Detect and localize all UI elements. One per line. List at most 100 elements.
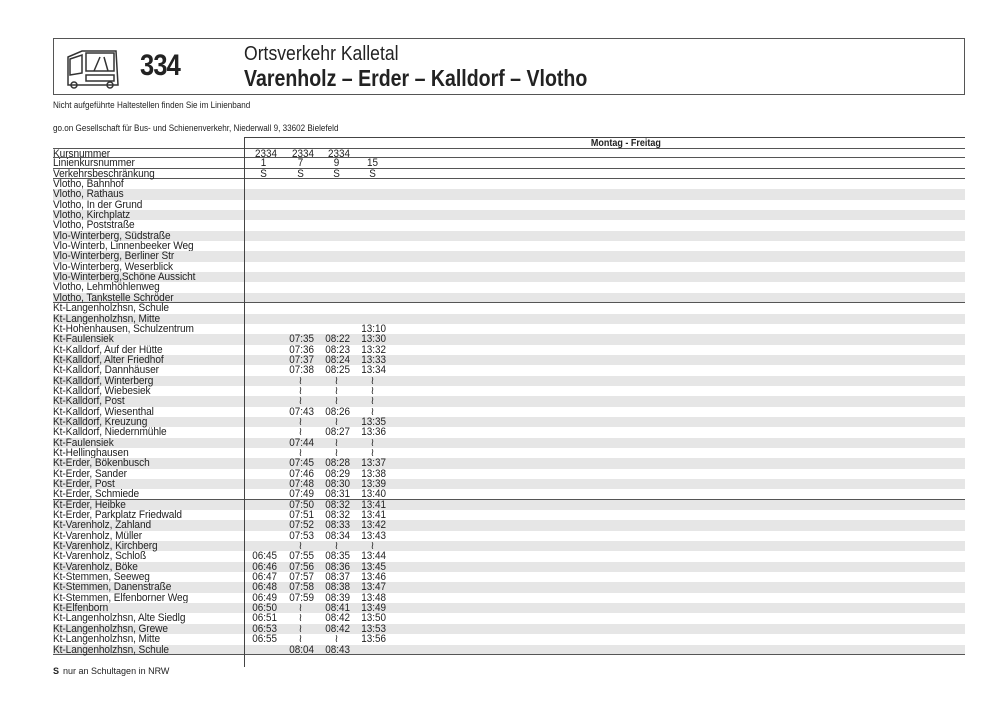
stop-row: Vlo-Winterberg, Berliner Str <box>53 250 965 263</box>
departure-time: 07:57 <box>289 571 314 584</box>
stop-name: Kt-Elfenborn <box>53 602 109 615</box>
skip-marker: ≀ <box>334 374 339 387</box>
stop-row: Vlo-Winterberg,Schöne Aussicht <box>53 271 965 283</box>
departure-time: 13:38 <box>361 467 386 480</box>
departure-time: 13:53 <box>361 622 386 635</box>
departure-time: 08:31 <box>325 488 350 501</box>
header-row-value: 2334 <box>327 148 350 160</box>
departure-time: 08:33 <box>325 519 350 532</box>
departure-time: 08:32 <box>325 509 350 522</box>
header-row-value: 2334 <box>291 148 314 160</box>
stops-hint: Nicht aufgeführte Haltestellen finden Si… <box>53 100 251 110</box>
departure-time: 07:51 <box>289 509 314 522</box>
departure-time: 08:35 <box>325 550 350 563</box>
stop-name: Vlo-Winterberg, Südstraße <box>53 229 171 242</box>
stop-name: Kt-Erder, Schmiede <box>53 488 140 501</box>
departure-time: 13:45 <box>361 560 386 573</box>
stop-row: Kt-Kalldorf, Auf der Hütte 07:36 08:23 13:3… <box>53 343 965 356</box>
departure-time: 07:56 <box>289 560 314 573</box>
stop-name: Kt-Kalldorf, Dannhäuser <box>53 364 159 377</box>
departure-time: 07:49 <box>289 488 314 501</box>
departure-time: 08:04 <box>289 643 314 656</box>
skip-marker: ≀ <box>298 633 303 646</box>
skip-marker: ≀ <box>334 395 339 408</box>
stop-row: Kt-Hohenhausen, Schulzentrum 13:10 <box>53 323 965 334</box>
stop-row: Kt-Stemmen, Elfenborner Weg 06:49 07:59 08:… <box>53 591 965 604</box>
departure-time: 07:53 <box>289 529 314 542</box>
departure-time: 08:32 <box>325 498 350 511</box>
header-row-value: S <box>297 167 304 180</box>
skip-marker: ≀ <box>370 540 375 553</box>
departure-time: 13:36 <box>361 426 386 439</box>
stop-name: Kt-Erder, Post <box>53 478 115 490</box>
stop-row: Kt-Erder, Heibke 07:50 08:32 13:41 <box>53 498 965 511</box>
skip-marker: ≀ <box>298 395 303 408</box>
stop-name: Kt-Kalldorf, Kreuzung <box>53 415 148 428</box>
stop-row: Kt-Langenholzhsn, Mitte <box>53 313 965 324</box>
stop-name: Vlotho, In der Grund <box>53 198 143 211</box>
stop-row: Kt-Kalldorf, Winterberg ≀ ≀ ≀ <box>53 374 965 387</box>
stop-row: Kt-Varenholz, Kirchberg ≀ ≀ ≀ <box>53 540 965 553</box>
stop-name: Kt-Varenholz, Schloß <box>53 550 147 563</box>
stop-name: Kt-Kalldorf, Alter Friedhof <box>53 353 164 366</box>
stop-name: Kt-Erder, Bökenbusch <box>53 457 150 470</box>
departure-time: 08:22 <box>325 333 350 346</box>
departure-time: 13:56 <box>361 633 386 646</box>
departure-time: 07:36 <box>289 343 314 356</box>
stop-row: Kt-Faulensiek 07:35 08:22 13:30 <box>53 333 965 346</box>
departure-time: 08:39 <box>325 591 350 604</box>
skip-marker: ≀ <box>298 384 303 397</box>
stop-row: Vlotho, Lehmhöhlenweg <box>53 282 965 293</box>
stop-row: Vlotho, Bahnhof <box>53 178 965 189</box>
skip-marker: ≀ <box>298 612 303 625</box>
stop-name: Vlo-Winterberg, Berliner Str <box>53 250 175 263</box>
stop-row: Kt-Elfenborn 06:50 ≀ 08:41 13:49 <box>53 602 965 615</box>
skip-marker: ≀ <box>298 602 303 615</box>
stop-name: Vlotho, Tankstelle Schröder <box>53 291 174 304</box>
column-divider <box>244 148 245 667</box>
stop-row: Vlotho, Rathaus <box>53 189 965 200</box>
stop-name: Kt-Stemmen, Seeweg <box>53 571 150 584</box>
stop-name: Kt-Kalldorf, Wiesenthal <box>53 405 154 418</box>
stop-name: Kt-Varenholz, Böke <box>53 560 138 573</box>
stop-row: Kt-Kalldorf, Wiebesiek ≀ ≀ ≀ <box>53 384 965 397</box>
departure-time: 07:46 <box>289 467 314 480</box>
stop-name: Vlotho, Kirchplatz <box>53 209 131 222</box>
skip-marker: ≀ <box>334 446 339 459</box>
stop-name: Kt-Kalldorf, Winterberg <box>53 374 154 387</box>
skip-marker: ≀ <box>334 633 339 646</box>
stop-name: Kt-Langenholzhsn, Grewe <box>53 622 168 635</box>
stop-name: Kt-Stemmen, Danenstraße <box>53 581 172 594</box>
stop-name: Kt-Langenholzhsn, Schule <box>53 643 169 656</box>
header-row-value: S <box>369 167 376 180</box>
departure-time: 07:50 <box>289 498 314 511</box>
departure-time: 07:55 <box>289 550 314 563</box>
departure-time: 08:29 <box>325 467 350 480</box>
stop-row: Kt-Erder, Parkplatz Friedwald 07:51 08:32 1… <box>53 509 965 522</box>
stop-row: Vlo-Winterberg, Südstraße <box>53 229 965 242</box>
departure-time: 08:37 <box>325 571 350 584</box>
header-row: Linienkursnummer 1 7 9 15 <box>53 158 965 169</box>
departure-time: 07:44 <box>289 436 314 449</box>
departure-time: 07:58 <box>289 581 314 594</box>
departure-time: 13:39 <box>361 478 386 490</box>
line-subtitle: Ortsverkehr Kalletal <box>244 43 399 65</box>
timetable-rows: Kursnummer 2334 2334 2334 Linienkursnummer 1 7… <box>53 148 965 655</box>
stop-name: Vlo-Winterberg, Weserblick <box>53 260 174 273</box>
departure-time: 08:36 <box>325 560 350 573</box>
stop-name: Kt-Erder, Sander <box>53 467 127 480</box>
skip-marker: ≀ <box>298 622 303 635</box>
departure-time: 07:48 <box>289 478 314 490</box>
skip-marker: ≀ <box>298 415 303 428</box>
stop-row: Kt-Varenholz, Schloß 06:45 07:55 08:35 13:44 <box>53 550 965 563</box>
skip-marker: ≀ <box>334 415 339 428</box>
line-number: 334 <box>140 49 181 82</box>
header-row-label: Kursnummer <box>53 148 111 160</box>
stop-name: Kt-Faulensiek <box>53 436 114 449</box>
stop-row: Kt-Kalldorf, Dannhäuser 07:38 08:25 13:34 <box>53 364 965 377</box>
departure-time: 13:46 <box>361 571 386 584</box>
departure-time: 13:47 <box>361 581 386 594</box>
line-header: 334 Ortsverkehr Kalletal Varenholz – Erd… <box>53 38 965 95</box>
stop-row: Kt-Langenholzhsn, Alte Siedlg 06:51 ≀ 08:42… <box>53 612 965 625</box>
stop-row: Kt-Kalldorf, Alter Friedhof 07:37 08:24 13:… <box>53 353 965 366</box>
